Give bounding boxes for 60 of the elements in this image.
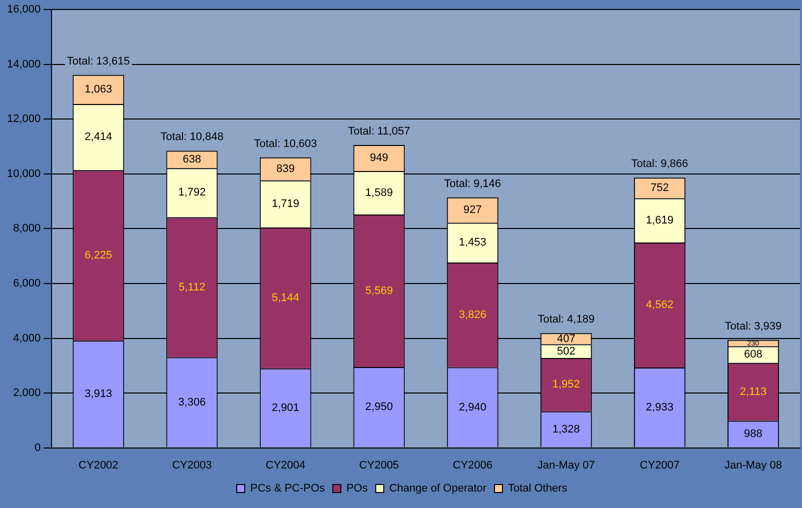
data-label: 1,719 — [272, 198, 300, 210]
x-tick-label: CY2007 — [640, 459, 680, 472]
data-label: 3,306 — [178, 396, 206, 408]
y-tick-label: 10,000 — [6, 168, 41, 180]
data-label: 6,225 — [84, 249, 112, 262]
y-tick-label: 2,000 — [13, 387, 41, 400]
data-label: 839 — [276, 162, 295, 175]
data-label: 608 — [744, 348, 762, 361]
total-label: Total: 10,848 — [160, 131, 224, 144]
y-tick-label: 12,000 — [6, 113, 41, 126]
x-tick-label: CY2002 — [78, 459, 118, 472]
data-label: 2,940 — [458, 401, 486, 414]
total-label: Total: 10,603 — [254, 138, 318, 150]
data-label: 1,619 — [646, 214, 674, 226]
x-tick-label: Jan-May 07 — [537, 459, 595, 472]
data-label: 638 — [182, 153, 202, 166]
data-label: 407 — [556, 333, 576, 346]
legend-label: Total Others — [508, 482, 568, 495]
x-tick-label: CY2003 — [172, 459, 212, 472]
data-label: 1,453 — [458, 236, 486, 249]
total-label: Total: 3,939 — [724, 320, 782, 332]
data-label: 3,826 — [458, 308, 486, 321]
data-label: 1,952 — [552, 378, 580, 391]
data-label: 988 — [744, 428, 762, 440]
total-label: Total: 9,866 — [631, 158, 688, 170]
data-label: 752 — [650, 182, 669, 194]
data-label: 1,792 — [178, 186, 206, 199]
legend-label: PCs & PC-POs — [250, 482, 326, 495]
data-label: 2,933 — [646, 401, 674, 414]
data-label: 1,589 — [365, 186, 393, 199]
total-label: Total: 4,189 — [538, 314, 595, 326]
x-tick-label: CY2005 — [359, 459, 399, 472]
data-label: 2,950 — [365, 401, 393, 414]
total-label: Total: 11,057 — [348, 126, 410, 138]
y-tick-label: 8,000 — [13, 222, 41, 235]
data-label: 2,113 — [740, 386, 767, 398]
x-tick-label: Jan-May 08 — [724, 459, 782, 472]
data-label: 502 — [556, 346, 576, 358]
x-tick-label: CY2006 — [452, 459, 492, 472]
data-label: 5,144 — [272, 292, 300, 304]
data-label: 4,562 — [646, 299, 674, 312]
legend-label: POs — [346, 482, 368, 495]
y-tick-label: 0 — [34, 442, 41, 454]
data-label: 949 — [370, 152, 388, 164]
data-label: 3,913 — [84, 388, 112, 400]
total-label: Total: 9,146 — [444, 178, 502, 190]
data-label: 2,901 — [272, 402, 300, 414]
x-tick-label: CY2004 — [266, 459, 306, 472]
y-tick-label: 6,000 — [13, 278, 41, 290]
y-tick-label: 4,000 — [13, 332, 41, 344]
legend-label: Change of Operator — [389, 482, 487, 495]
data-label: 1,063 — [84, 84, 112, 96]
data-label: 5,112 — [178, 281, 206, 294]
data-label: 2,414 — [84, 131, 112, 144]
total-label: Total: 13,615 — [66, 55, 130, 68]
y-tick-label: 16,000 — [6, 4, 41, 16]
y-tick-label: 14,000 — [6, 58, 41, 70]
data-label: 5,569 — [365, 284, 393, 297]
data-label: 1,328 — [552, 423, 580, 436]
data-label: 927 — [463, 204, 482, 216]
